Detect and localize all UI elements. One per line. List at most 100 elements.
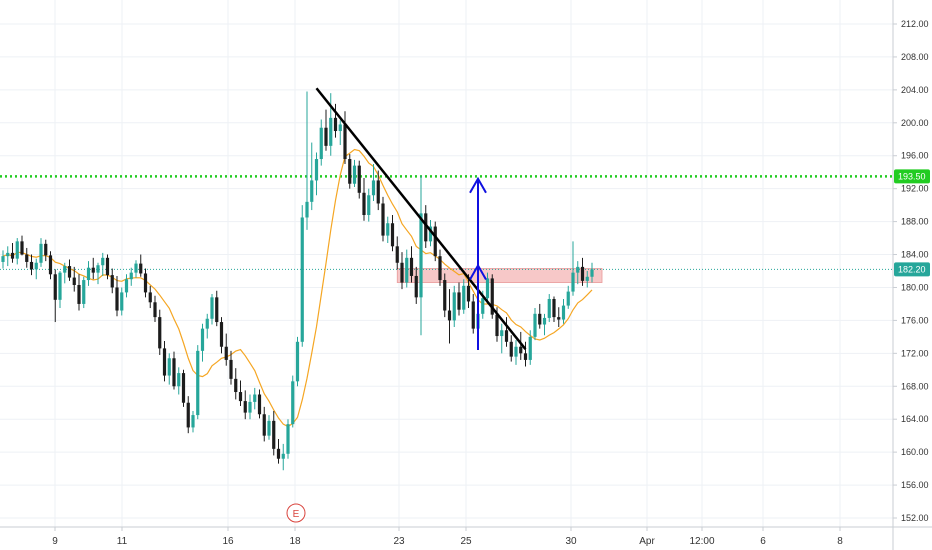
candle-body — [590, 269, 594, 277]
candle-body — [25, 254, 29, 262]
candle-body — [291, 381, 295, 425]
candle — [196, 345, 200, 420]
candle — [129, 267, 133, 286]
candle-body — [485, 278, 490, 299]
candle-body — [210, 297, 214, 319]
candle-body — [310, 180, 314, 202]
candle — [457, 282, 461, 316]
candle-body — [390, 223, 395, 247]
candle-body — [34, 262, 38, 270]
candle — [224, 333, 228, 366]
candle — [143, 268, 148, 298]
candle-body — [305, 201, 309, 218]
candle — [44, 239, 48, 262]
candle — [367, 188, 371, 222]
candle — [433, 221, 437, 262]
candle — [158, 309, 162, 355]
time-tick-label: 16 — [222, 536, 234, 547]
candle — [566, 285, 570, 309]
candle-body — [234, 378, 238, 393]
candle-body — [481, 298, 485, 314]
candle-body — [557, 317, 561, 320]
candle — [162, 340, 167, 382]
price-tick-label: 196.00 — [901, 151, 929, 161]
candle — [414, 266, 418, 304]
candle-body — [276, 448, 281, 459]
candle-body — [395, 246, 399, 263]
candle-body — [514, 346, 518, 357]
candle — [485, 272, 490, 304]
candle — [447, 289, 452, 344]
candle-body — [286, 424, 290, 454]
price-tag-label: 182.20 — [898, 264, 926, 274]
candle-body — [10, 252, 15, 259]
candle-body — [1, 256, 5, 262]
candle-body — [48, 255, 53, 275]
earnings-icon[interactable] — [286, 503, 306, 523]
price-tick-label: 192.00 — [901, 184, 929, 194]
candle-body — [191, 415, 195, 428]
candle — [561, 298, 566, 324]
candle — [172, 351, 176, 390]
candle-body — [490, 278, 494, 315]
candle-body — [471, 301, 475, 329]
candle — [542, 313, 547, 336]
candle-body — [96, 265, 100, 273]
time-tick-label: 25 — [460, 536, 472, 547]
candle-body — [238, 392, 243, 402]
candle — [267, 415, 271, 440]
candle — [576, 261, 580, 285]
candle-body — [139, 263, 143, 274]
candle — [371, 163, 376, 202]
candle — [34, 258, 38, 280]
time-axis[interactable]: 9 11 16 18 23 25 30 Apr 12:00 6 8 — [52, 527, 843, 547]
candle — [514, 340, 518, 365]
price-tick-label: 152.00 — [901, 513, 929, 523]
candle — [48, 251, 53, 280]
candle — [10, 243, 15, 263]
candle — [67, 259, 72, 281]
candle — [248, 394, 252, 420]
candle-body — [15, 241, 19, 259]
candle-body — [561, 305, 566, 320]
candle-body — [120, 292, 124, 311]
time-tick-label: 6 — [760, 536, 766, 547]
candle-body — [6, 252, 10, 257]
candle-body — [495, 314, 499, 337]
candle-body — [338, 124, 342, 132]
price-tick-label: 200.00 — [901, 118, 929, 128]
candle — [105, 254, 110, 280]
candle-body — [376, 180, 380, 204]
candle-body — [576, 266, 580, 273]
candle-body — [438, 256, 442, 281]
candle-body — [172, 358, 176, 387]
candle-body — [367, 195, 371, 216]
candle-body — [324, 127, 328, 146]
candle-body — [533, 313, 537, 337]
price-tag-label: 193.50 — [898, 171, 926, 181]
candle-body — [143, 273, 148, 293]
candle-body — [63, 266, 67, 273]
price-axis[interactable]: 212.00 208.00 204.00 200.00 196.00 192.00 188.… — [893, 19, 929, 523]
candle-body — [362, 192, 366, 216]
moving-average-line — [2, 148, 593, 428]
candle — [91, 257, 95, 280]
candle — [167, 353, 171, 385]
candle — [58, 271, 62, 309]
price-tag — [894, 169, 930, 184]
candle-body — [428, 226, 433, 242]
candle — [390, 215, 395, 252]
downtrend-line[interactable] — [315, 87, 527, 350]
target-arrow[interactable] — [469, 176, 487, 351]
candle — [319, 119, 323, 166]
candle — [428, 219, 433, 247]
candle-body — [509, 341, 513, 357]
candle — [229, 350, 233, 385]
earnings-label: E — [293, 509, 300, 520]
candle — [96, 262, 100, 285]
candle — [286, 419, 290, 459]
candle — [205, 313, 209, 339]
earnings-marker[interactable]: E — [286, 503, 306, 523]
candle-body — [129, 272, 133, 280]
